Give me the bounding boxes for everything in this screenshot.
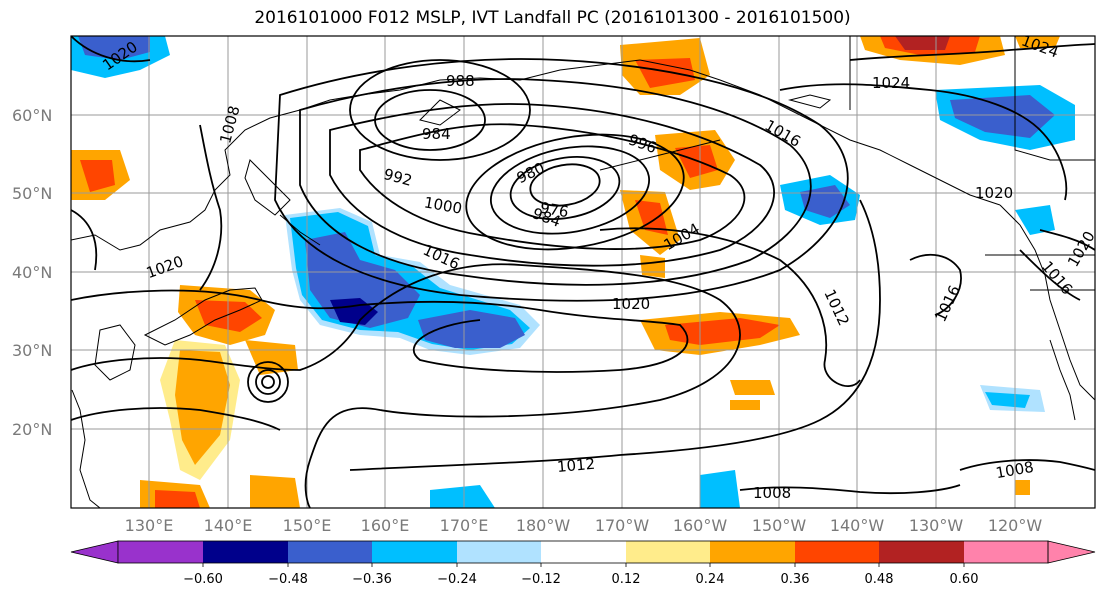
colorbar-tick: 0.24 [696, 572, 725, 587]
colorbar-segment [964, 541, 1048, 563]
graticule [71, 36, 1095, 508]
colorbar-segment [372, 541, 457, 563]
contour-label: 1012 [556, 455, 596, 476]
lon-label: 170°E [440, 516, 489, 535]
coast-aleutian [599, 139, 721, 171]
colorbar-tick: 0.36 [781, 572, 810, 587]
map-title: 2016101000 F012 MSLP, IVT Landfall PC (2… [254, 8, 851, 28]
colorbar-extend-high [1047, 540, 1096, 564]
map-frame [70, 35, 1096, 509]
coast-na-west [999, 204, 1095, 401]
contour-label: 1020 [975, 184, 1013, 202]
ivt-shading [71, 36, 1075, 508]
colorbar-tick: −0.48 [268, 572, 308, 587]
colorbar-tick: 0.48 [865, 572, 894, 587]
mslp-contours [71, 36, 1095, 508]
contour-label: 988 [446, 72, 475, 90]
colorbar: −0.60 −0.48 −0.36 −0.24 −0.12 0.12 0.24 … [70, 540, 1096, 587]
map-panel: 1020 988 984 1008 980 976 984 992 1000 9… [71, 36, 1095, 508]
colorbar-tick: 0.12 [612, 572, 641, 587]
colorbar-segment [626, 541, 710, 563]
lon-label: 170°W [595, 516, 650, 535]
lon-label: 130°E [125, 516, 174, 535]
contour-label: 1008 [753, 484, 791, 502]
colorbar-segment [795, 541, 879, 563]
contour-label: 976 [539, 199, 570, 222]
colorbar-segment [710, 541, 795, 563]
colorbar-segment [118, 541, 203, 563]
lon-label: 140°E [204, 516, 253, 535]
lat-label: 60°N [12, 106, 52, 125]
lon-label: 180°W [516, 516, 571, 535]
lon-label: 120°W [988, 516, 1043, 535]
coastlines [71, 36, 1095, 508]
lat-label: 30°N [12, 341, 52, 360]
colorbar-segment [457, 541, 541, 563]
lon-label: 130°W [909, 516, 964, 535]
coast-alaska [639, 59, 1001, 206]
lon-label: 150°E [283, 516, 332, 535]
coast-philippines [71, 389, 101, 508]
lon-label: 150°W [752, 516, 807, 535]
coast-kamchatka [244, 159, 291, 216]
colorbar-tick: −0.24 [437, 572, 477, 587]
longitude-labels: 130°E 140°E 150°E 160°E 170°E 180°W 170°… [125, 516, 1043, 535]
coast-baja [1049, 339, 1076, 421]
shade-blue-mid2 [418, 310, 525, 348]
lat-label: 50°N [12, 184, 52, 203]
colorbar-tick: −0.60 [183, 572, 223, 587]
colorbar-extend-low [70, 540, 119, 564]
colorbar-segment [203, 541, 288, 563]
colorbar-segment [541, 541, 626, 563]
contour-label: 984 [422, 125, 451, 143]
lon-label: 140°W [830, 516, 885, 535]
contour-label: 1024 [872, 74, 910, 92]
colorbar-segment [288, 541, 372, 563]
colorbar-tick: −0.36 [352, 572, 392, 587]
colorbar-tick: 0.60 [950, 572, 979, 587]
colorbar-segment [879, 541, 964, 563]
lat-label: 40°N [12, 263, 52, 282]
contour-label: 1020 [612, 295, 650, 313]
latitude-labels: 60°N 50°N 40°N 30°N 20°N [12, 106, 52, 439]
lat-label: 20°N [12, 420, 52, 439]
lon-label: 160°E [361, 516, 410, 535]
colorbar-tick: −0.12 [521, 572, 561, 587]
lon-label: 160°W [673, 516, 728, 535]
coast-korea [94, 324, 136, 381]
